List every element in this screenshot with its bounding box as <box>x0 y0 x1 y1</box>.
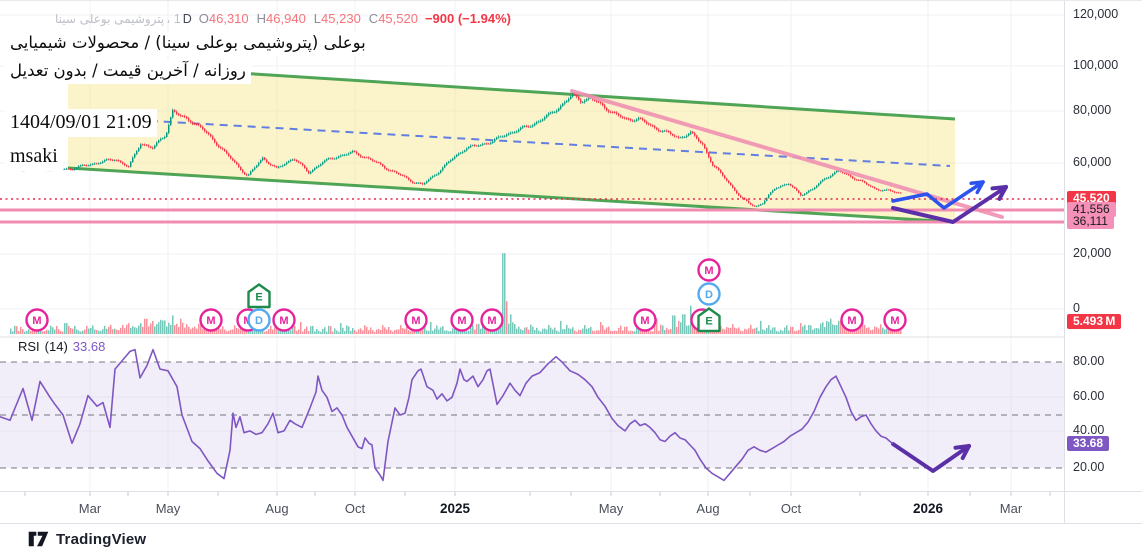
symbol-name[interactable]: پتروشیمی بوعلی سینا <box>55 12 165 26</box>
time-tick-label: 2025 <box>439 501 471 516</box>
price-axis-scale[interactable]: 120,000 100,000 80,000 60,000 20,000 0 80.00 60… <box>1064 1 1142 523</box>
svg-text:M: M <box>847 315 856 327</box>
svg-text:M: M <box>279 315 288 327</box>
blue-projection-arrow[interactable] <box>891 180 985 210</box>
event-marker-M[interactable]: M <box>633 308 657 332</box>
purple-projection-arrow[interactable] <box>891 185 1008 224</box>
event-marker-M[interactable]: M <box>404 308 428 332</box>
time-tick-label: Oct <box>344 501 366 516</box>
rsi-band <box>0 361 1064 469</box>
price-value-label: 36,111 <box>1067 214 1114 229</box>
ohlc-item: O46,310 <box>198 11 249 26</box>
time-tick-label: Aug <box>696 501 720 516</box>
svg-text:E: E <box>255 292 262 304</box>
price-value-label: 41,556 <box>1067 202 1116 217</box>
rsi-current-value: 33.68 <box>72 339 106 354</box>
price-tick-label: 100,000 <box>1073 58 1119 72</box>
drawing-text-subtitle[interactable]: روزانه / آخرین قیمت / بدون تعدیل <box>5 60 251 84</box>
drawing-text-datetime[interactable]: 1404/09/01 21:09 <box>5 109 157 137</box>
svg-text:M: M <box>457 315 466 327</box>
svg-text:D: D <box>705 289 713 301</box>
rsi-tick-label: 20.00 <box>1073 460 1105 474</box>
svg-text:D: D <box>255 315 263 327</box>
ohlc-values: O46,310 H46,940 L45,230 C45,520 <box>199 11 418 26</box>
time-tick-label: Oct <box>780 501 802 516</box>
event-marker-M[interactable]: M <box>480 308 504 332</box>
tradingview-logo-icon <box>28 531 49 547</box>
rsi-line <box>0 348 894 482</box>
trend-channel <box>67 60 956 224</box>
event-marker-D[interactable]: D <box>247 308 271 332</box>
symbol-interval-number: ، 1 <box>166 12 181 26</box>
event-marker-M[interactable]: M <box>883 308 907 332</box>
time-tick-label: Aug <box>265 501 289 516</box>
rsi-indicator-legend[interactable]: RSI (14) 33.68 <box>18 339 105 354</box>
tradingview-wordmark: TradingView <box>56 530 147 548</box>
svg-text:M: M <box>206 315 215 327</box>
time-tick-label: Mar <box>999 501 1023 516</box>
svg-text:M: M <box>32 315 41 327</box>
svg-text:M: M <box>890 315 899 327</box>
ohlc-item: C45,520 <box>368 11 418 26</box>
svg-text:M: M <box>640 315 649 327</box>
ohlc-item: H46,940 <box>256 11 306 26</box>
rsi-tick-label: 40.00 <box>1073 423 1105 437</box>
rsi-name: RSI <box>18 339 40 354</box>
price-tick-label: 60,000 <box>1073 155 1112 169</box>
event-markers: MMMDMEMMMMMDMEMM <box>25 258 907 333</box>
volume-value-label: 5.493 M <box>1067 314 1122 329</box>
time-tick-label: 2026 <box>912 501 944 516</box>
event-marker-M[interactable]: M <box>272 308 296 332</box>
time-tick-label: May <box>598 501 624 516</box>
event-marker-D[interactable]: D <box>697 282 721 306</box>
drawing-text-title[interactable]: بوعلی (پتروشیمی بوعلی سینا) / محصولات شی… <box>5 32 371 56</box>
horizontal-lines <box>0 198 1064 224</box>
footer: TradingView <box>28 530 146 548</box>
time-tick-label: Mar <box>78 501 102 516</box>
tradingview-logo-link[interactable]: TradingView <box>28 530 146 548</box>
event-marker-M[interactable]: M <box>450 308 474 332</box>
time-axis-scale[interactable]: Mar May Aug Oct 2025 May Aug Oct 2026 Mar <box>0 491 1064 523</box>
event-marker-M[interactable]: M <box>25 308 49 332</box>
svg-text:E: E <box>705 316 712 328</box>
svg-text:M: M <box>411 315 420 327</box>
price-tick-label: 120,000 <box>1073 7 1119 21</box>
rsi-params: (14) <box>44 339 68 354</box>
price-tick-label: 0 <box>1073 301 1080 315</box>
time-tick-label: May <box>155 501 181 516</box>
price-tick-label: 20,000 <box>1073 246 1112 260</box>
drawing-text-signature[interactable]: msaki <box>5 143 63 171</box>
event-marker-M[interactable]: M <box>199 308 223 332</box>
interval-label: D <box>182 12 192 26</box>
rsi-projection-arrow[interactable] <box>891 442 971 473</box>
event-marker-E[interactable]: E <box>247 283 271 309</box>
event-marker-M[interactable]: M <box>697 258 721 282</box>
svg-text:M: M <box>704 265 713 277</box>
borders <box>0 1 1142 524</box>
rsi-value-label: 33.68 <box>1067 436 1110 451</box>
change-value: −900 (−1.94%) <box>424 11 511 26</box>
event-marker-M[interactable]: M <box>840 308 864 332</box>
price-tick-label: 80,000 <box>1073 103 1112 117</box>
rsi-tick-label: 80.00 <box>1073 354 1105 368</box>
rsi-tick-label: 60.00 <box>1073 389 1105 403</box>
symbol-legend[interactable]: پتروشیمی بوعلی سینا ، 1 D O46,310 H46,940… <box>55 11 511 26</box>
event-marker-E[interactable]: E <box>697 307 721 333</box>
svg-text:M: M <box>487 315 496 327</box>
ohlc-item: L45,230 <box>313 11 361 26</box>
